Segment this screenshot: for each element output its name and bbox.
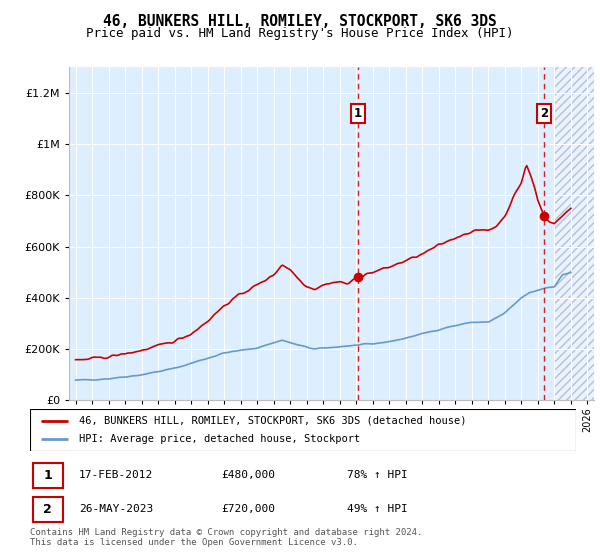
Text: 49% ↑ HPI: 49% ↑ HPI — [347, 504, 407, 514]
FancyBboxPatch shape — [30, 409, 576, 451]
Text: 46, BUNKERS HILL, ROMILEY, STOCKPORT, SK6 3DS (detached house): 46, BUNKERS HILL, ROMILEY, STOCKPORT, SK… — [79, 416, 467, 426]
FancyBboxPatch shape — [33, 497, 63, 521]
Text: 26-MAY-2023: 26-MAY-2023 — [79, 504, 154, 514]
Text: 46, BUNKERS HILL, ROMILEY, STOCKPORT, SK6 3DS: 46, BUNKERS HILL, ROMILEY, STOCKPORT, SK… — [103, 14, 497, 29]
Text: 2: 2 — [540, 108, 548, 120]
Text: Contains HM Land Registry data © Crown copyright and database right 2024.
This d: Contains HM Land Registry data © Crown c… — [30, 528, 422, 547]
Text: Price paid vs. HM Land Registry's House Price Index (HPI): Price paid vs. HM Land Registry's House … — [86, 27, 514, 40]
Text: HPI: Average price, detached house, Stockport: HPI: Average price, detached house, Stoc… — [79, 434, 361, 444]
FancyBboxPatch shape — [33, 463, 63, 488]
Text: £720,000: £720,000 — [221, 504, 275, 514]
Text: 17-FEB-2012: 17-FEB-2012 — [79, 470, 154, 480]
Text: 1: 1 — [43, 469, 52, 482]
Text: 2: 2 — [43, 502, 52, 516]
Text: 1: 1 — [354, 108, 362, 120]
Text: £480,000: £480,000 — [221, 470, 275, 480]
Bar — [554, 67, 594, 400]
Text: 78% ↑ HPI: 78% ↑ HPI — [347, 470, 407, 480]
Bar — [554, 67, 594, 400]
